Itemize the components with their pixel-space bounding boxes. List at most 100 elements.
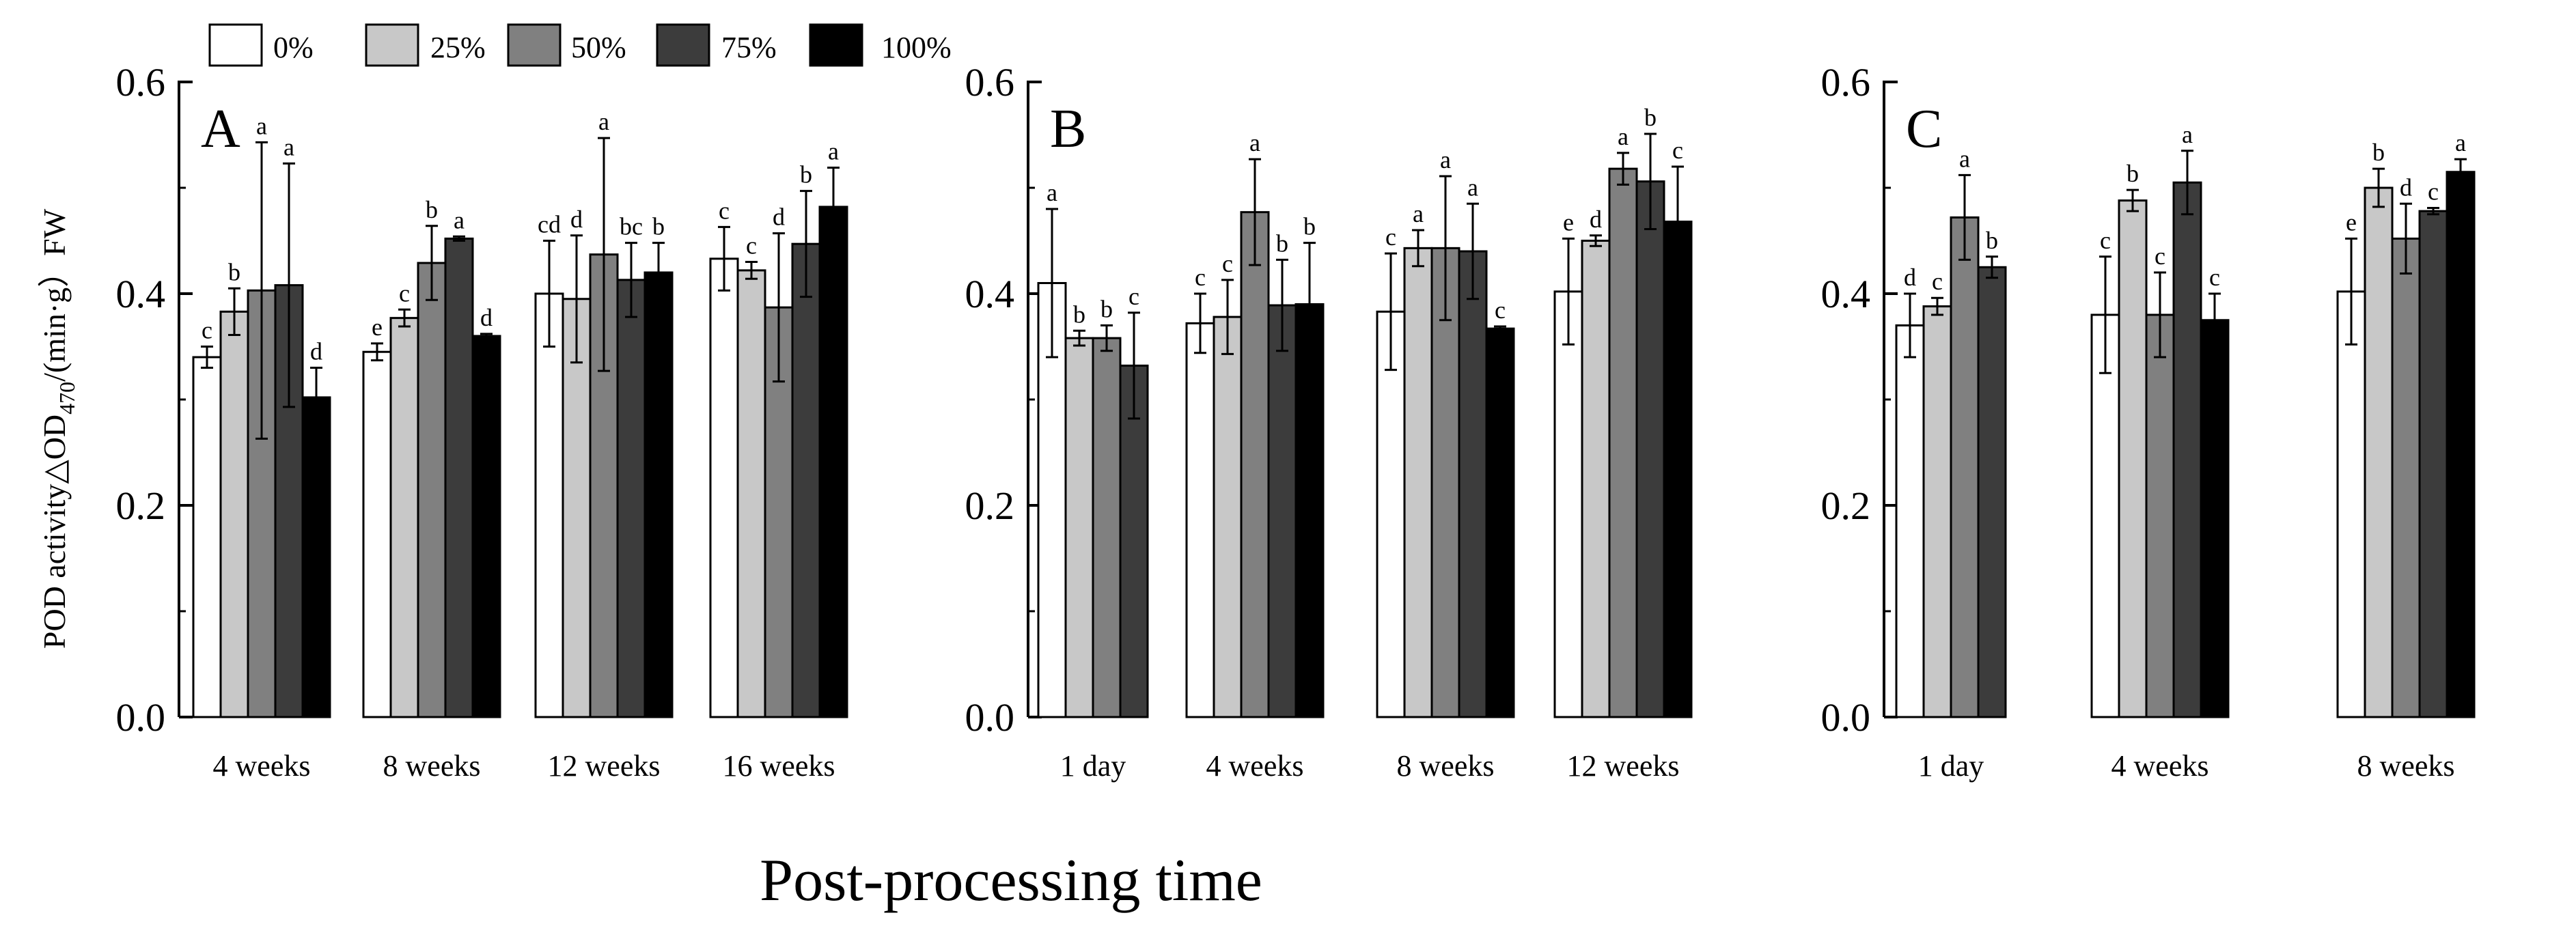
bar: [616, 279, 646, 718]
significance-label: c: [202, 317, 212, 344]
y-tick-label: 0.4: [116, 272, 166, 316]
significance-label: c: [399, 279, 410, 307]
significance-label: b: [1073, 300, 1085, 328]
y-tick-label: 0.2: [116, 483, 166, 528]
y-tick-label: 0.0: [116, 695, 166, 740]
significance-label: b: [1276, 229, 1288, 257]
significance-label: b: [228, 258, 240, 285]
significance-label: c: [2100, 227, 2111, 254]
panel-letter: B: [1050, 99, 1086, 159]
significance-label: d: [1904, 264, 1916, 291]
category-label: 16 weeks: [723, 749, 835, 783]
bar: [444, 237, 474, 718]
significance-label: b: [2127, 160, 2139, 187]
bar: [1185, 322, 1215, 718]
significance-label: e: [1563, 208, 1574, 236]
y-tick-label: 0.2: [1821, 483, 1871, 528]
significance-label: d: [1590, 206, 1602, 233]
legend-label-1: 25%: [430, 31, 486, 64]
category-label: 8 weeks: [2357, 749, 2455, 783]
category-label: 4 weeks: [2111, 749, 2209, 783]
y-tick-label: 0.0: [965, 695, 1015, 740]
bar: [736, 269, 766, 718]
bar: [1267, 304, 1297, 718]
bar: [362, 350, 392, 718]
bar: [1895, 324, 1925, 718]
significance-label: c: [719, 197, 730, 224]
significance-label: a: [828, 138, 839, 165]
category-label: 4 weeks: [1206, 749, 1304, 783]
bar: [417, 262, 447, 718]
bar: [1553, 290, 1583, 718]
significance-label: a: [454, 206, 465, 234]
significance-label: bc: [620, 213, 643, 240]
significance-label: d: [570, 206, 583, 233]
significance-label: a: [1413, 200, 1424, 227]
significance-label: a: [598, 108, 609, 135]
x-axis-title: Post-processing time: [760, 847, 1262, 914]
significance-label: c: [1932, 268, 1943, 295]
bar: [534, 292, 564, 718]
bar: [389, 317, 419, 718]
significance-label: a: [256, 112, 267, 139]
significance-label: c: [1128, 283, 1139, 310]
bar: [1977, 266, 2007, 718]
bar: [2391, 237, 2421, 718]
bar: [301, 396, 331, 718]
panel-letter: A: [201, 99, 240, 159]
legend-label-4: 100%: [881, 31, 952, 64]
significance-label: a: [1440, 146, 1451, 173]
y-axis-title: POD activity△OD470/(min·g）FW: [37, 208, 79, 649]
significance-label: c: [1495, 296, 1506, 324]
significance-label: c: [746, 232, 757, 260]
panel-letter: C: [1906, 99, 1942, 159]
significance-label: c: [1385, 223, 1396, 251]
legend-label-2: 50%: [571, 31, 626, 64]
bar: [1922, 305, 1952, 718]
y-tick-label: 0.6: [1821, 60, 1871, 104]
significance-label: d: [310, 338, 322, 365]
significance-label: b: [426, 196, 438, 223]
bar: [1376, 310, 1406, 718]
bar: [1458, 250, 1488, 718]
significance-label: c: [1222, 250, 1233, 277]
category-label: 8 weeks: [383, 749, 481, 783]
bar: [2418, 210, 2448, 718]
bar: [2145, 313, 2175, 718]
significance-label: c: [2428, 178, 2439, 205]
legend-item-3: 75%: [656, 23, 777, 67]
legend-swatch-2: [507, 23, 562, 67]
bar: [219, 310, 249, 718]
category-label: 8 weeks: [1397, 749, 1495, 783]
bar: [2364, 186, 2394, 718]
bar: [1119, 364, 1149, 718]
significance-label: c: [1195, 264, 1206, 291]
bar: [818, 206, 848, 718]
bar: [643, 271, 674, 718]
bar: [2172, 181, 2202, 718]
bar: [1240, 211, 1270, 718]
bar: [1608, 167, 1638, 718]
significance-label: c: [2209, 264, 2220, 291]
bar: [791, 242, 821, 718]
legend: 0% 25% 50% 75% 100%: [208, 23, 952, 67]
legend-swatch-4: [809, 23, 863, 67]
y-tick-label: 0.4: [1821, 272, 1871, 316]
bar: [1635, 180, 1665, 718]
significance-label: b: [1100, 296, 1113, 323]
y-tick-label: 0.6: [965, 60, 1015, 104]
bar: [2118, 199, 2148, 718]
y-tick-label: 0.6: [116, 60, 166, 104]
significance-label: b: [1986, 227, 1998, 254]
significance-label: a: [1618, 123, 1629, 150]
bar: [2090, 313, 2120, 718]
legend-swatch-1: [365, 23, 419, 67]
significance-label: d: [480, 304, 493, 331]
significance-label: c: [2155, 242, 2165, 270]
significance-label: c: [1672, 137, 1683, 164]
category-label: 12 weeks: [1567, 749, 1680, 783]
significance-label: a: [1047, 179, 1057, 206]
